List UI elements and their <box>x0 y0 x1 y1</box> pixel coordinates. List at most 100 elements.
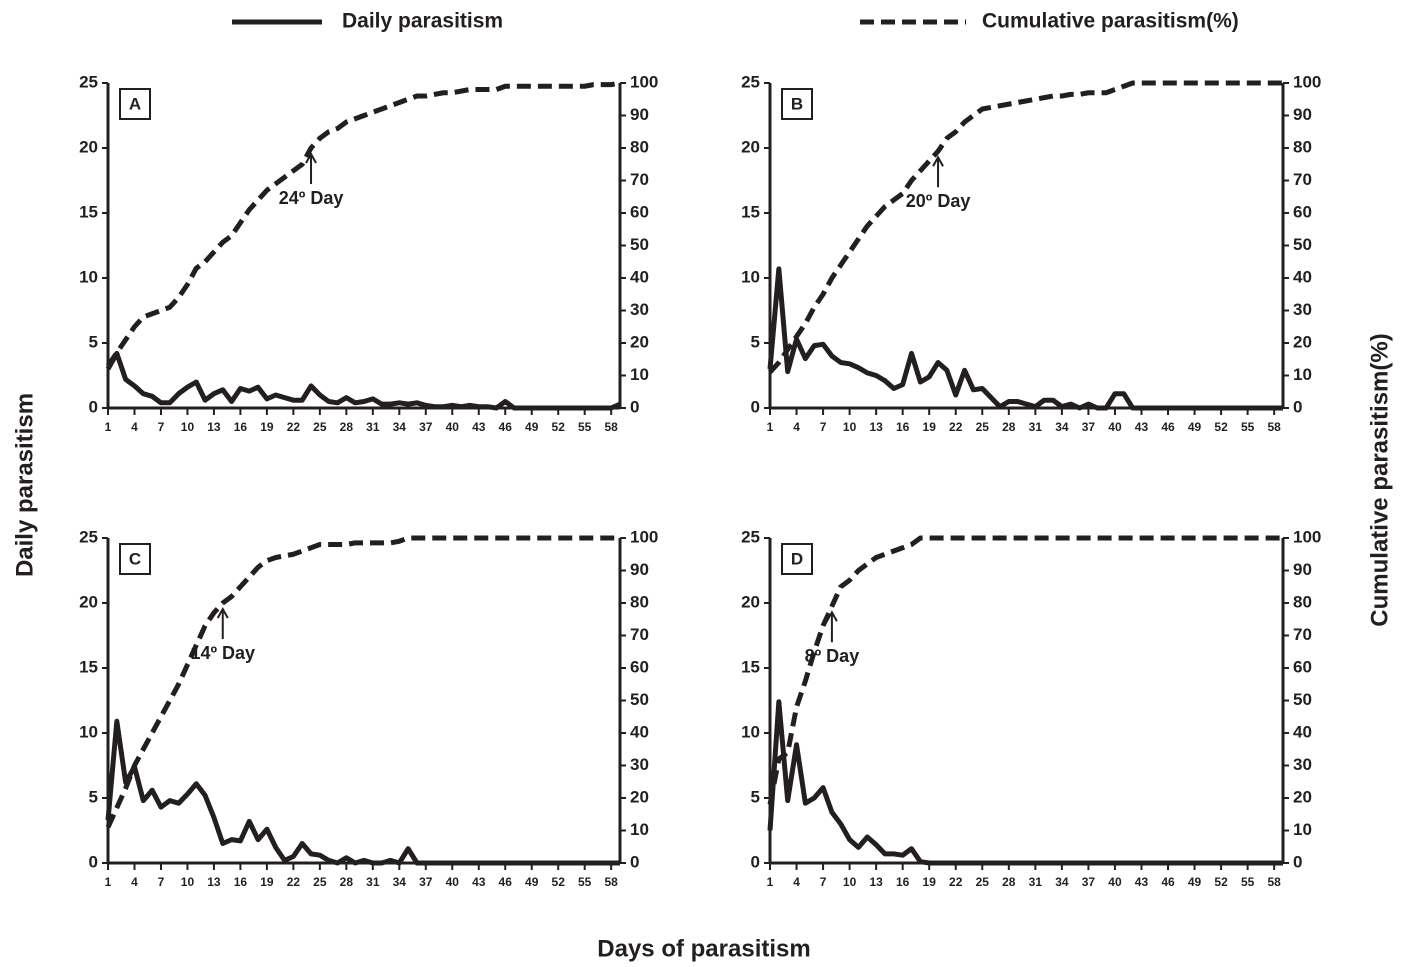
y-tick-label: 15 <box>79 202 98 221</box>
y2-tick-label: 30 <box>630 755 649 774</box>
annotation-arrowhead <box>826 610 838 622</box>
x-tick-label: 25 <box>976 875 990 889</box>
y-tick-label: 20 <box>79 137 98 156</box>
x-tick-label: 13 <box>207 420 221 434</box>
legend-label: Cumulative parasitism(%) <box>982 10 1239 33</box>
x-tick-label: 19 <box>260 420 274 434</box>
x-tick-label: 46 <box>499 875 513 889</box>
y-tick-label: 20 <box>79 592 98 611</box>
x-tick-label: 49 <box>1188 420 1202 434</box>
cumulative-line <box>768 80 1283 374</box>
x-tick-label: 49 <box>525 875 539 889</box>
annotation-arrowhead <box>216 606 229 619</box>
x-tick-label: 31 <box>366 420 380 434</box>
x-tick-label: 37 <box>419 875 433 889</box>
x-tick-label: 4 <box>793 420 800 434</box>
x-axis-title: Days of parasitism <box>597 935 810 962</box>
annotation-arrowhead <box>932 155 944 167</box>
x-tick-label: 28 <box>1002 420 1016 434</box>
x-tick-label: 7 <box>158 875 165 889</box>
y2-tick-label: 0 <box>1293 852 1302 871</box>
y2-tick-label: 80 <box>630 137 649 156</box>
x-tick-label: 34 <box>393 420 407 434</box>
y-tick-label: 15 <box>741 657 760 676</box>
y2-tick-label: 40 <box>1293 267 1312 286</box>
x-tick-label: 22 <box>949 420 963 434</box>
x-tick-label: 1 <box>105 875 112 889</box>
y2-tick-label: 10 <box>1293 820 1312 839</box>
x-tick-label: 22 <box>287 875 301 889</box>
y2-tick-label: 30 <box>630 300 649 319</box>
daily-line <box>105 350 622 411</box>
y-tick-label: 15 <box>741 202 760 221</box>
x-tick-label: 22 <box>949 875 963 889</box>
panel-label: C <box>129 549 141 568</box>
panel-label-box <box>781 543 813 575</box>
y2-tick-label: 50 <box>630 235 649 254</box>
x-tick-label: 19 <box>260 875 274 889</box>
x-tick-label: 46 <box>1161 875 1175 889</box>
y2-tick-label: 80 <box>1293 592 1312 611</box>
x-tick-label: 10 <box>843 420 857 434</box>
y-tick-label: 0 <box>89 852 98 871</box>
x-tick-label: 28 <box>340 420 354 434</box>
annotation: 8º Day <box>805 646 860 666</box>
y2-tick-label: 90 <box>630 105 649 124</box>
x-tick-label: 22 <box>287 420 301 434</box>
x-tick-label: 46 <box>499 420 513 434</box>
x-tick-label: 40 <box>446 875 460 889</box>
x-tick-label: 34 <box>1055 875 1069 889</box>
x-tick-label: 58 <box>604 420 618 434</box>
x-tick-label: 34 <box>1055 420 1069 434</box>
x-tick-label: 37 <box>419 420 433 434</box>
x-tick-label: 46 <box>1161 420 1175 434</box>
y2-tick-label: 10 <box>630 365 649 384</box>
y2-tick-label: 90 <box>1293 105 1312 124</box>
x-tick-label: 43 <box>472 420 486 434</box>
y2-tick-label: 50 <box>1293 690 1312 709</box>
daily-line <box>767 699 1283 866</box>
x-tick-label: 58 <box>604 875 618 889</box>
y2-tick-label: 20 <box>630 787 649 806</box>
x-tick-label: 13 <box>869 875 883 889</box>
y2-tick-label: 10 <box>1293 365 1312 384</box>
panel-label: D <box>791 549 803 568</box>
annotation: 20º Day <box>906 191 971 211</box>
x-tick-label: 43 <box>1135 875 1149 889</box>
x-tick-label: 40 <box>446 420 460 434</box>
y2-tick-label: 100 <box>630 527 658 546</box>
x-tick-label: 19 <box>923 420 937 434</box>
y-tick-label: 25 <box>79 527 98 546</box>
x-tick-label: 43 <box>1135 420 1149 434</box>
y-tick-label: 10 <box>741 722 760 741</box>
x-tick-label: 10 <box>181 420 195 434</box>
x-tick-label: 31 <box>366 875 380 889</box>
x-tick-label: 55 <box>578 420 592 434</box>
x-tick-label: 49 <box>525 420 539 434</box>
x-tick-label: 16 <box>234 875 248 889</box>
y2-tick-label: 0 <box>1293 397 1302 416</box>
x-tick-label: 58 <box>1267 420 1281 434</box>
y2-tick-label: 40 <box>630 267 649 286</box>
y-tick-label: 0 <box>751 852 760 871</box>
y-tick-label: 25 <box>79 72 98 91</box>
x-tick-label: 28 <box>1002 875 1016 889</box>
x-tick-label: 55 <box>1241 875 1255 889</box>
x-tick-label: 40 <box>1108 875 1122 889</box>
y-tick-label: 25 <box>741 72 760 91</box>
y2-tick-label: 50 <box>1293 235 1312 254</box>
cumulative-line <box>767 535 1283 805</box>
x-tick-label: 49 <box>1188 875 1202 889</box>
y-tick-label: 5 <box>89 332 98 351</box>
y-tick-label: 0 <box>751 397 760 416</box>
x-tick-label: 10 <box>843 875 857 889</box>
legend-label: Daily parasitism <box>342 10 503 33</box>
cumulative-line <box>105 535 620 829</box>
y-tick-label: 15 <box>79 657 98 676</box>
y2-tick-label: 30 <box>1293 300 1312 319</box>
panel-label-box <box>781 88 813 120</box>
x-tick-label: 4 <box>131 875 138 889</box>
y2-tick-label: 60 <box>1293 657 1312 676</box>
daily-line <box>105 718 620 866</box>
